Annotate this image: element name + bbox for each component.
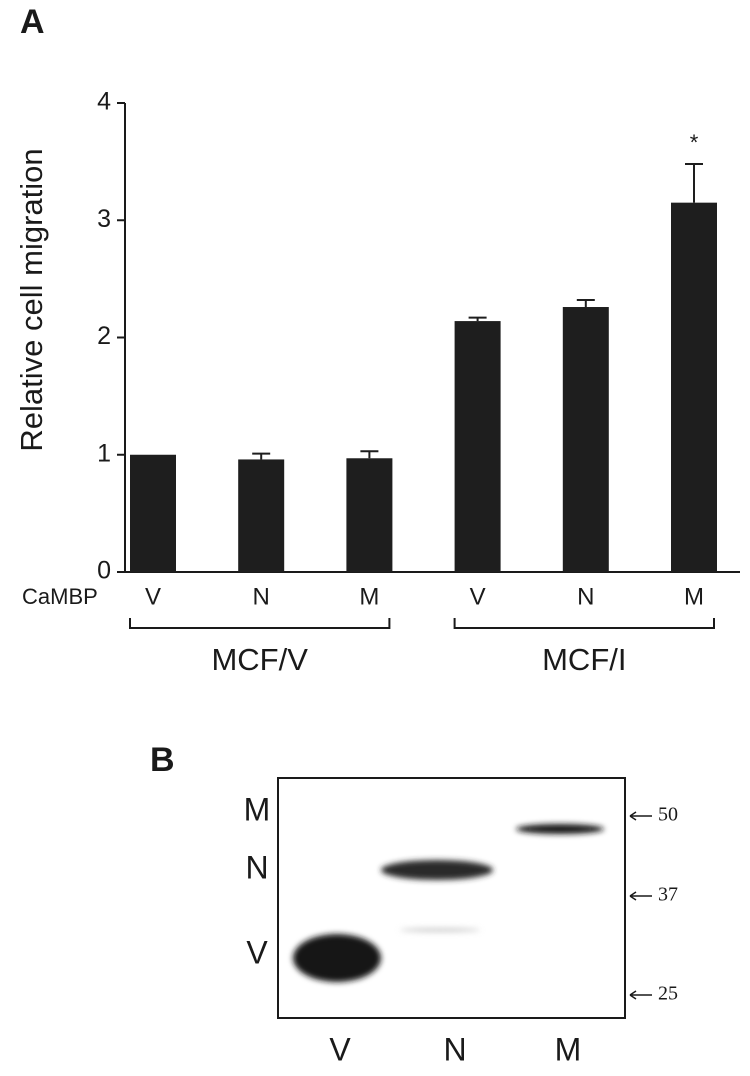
y-tick-label: 4 — [97, 88, 111, 116]
x-tick-label: M — [684, 583, 704, 610]
error-bar — [360, 450, 379, 459]
marker-arrow — [629, 811, 652, 821]
bar — [238, 459, 285, 572]
blot-frame — [277, 777, 626, 1019]
lane-label: V — [329, 1031, 351, 1067]
bar — [346, 458, 393, 572]
bar — [130, 454, 176, 572]
error-bar — [252, 452, 271, 460]
x-tick-label: V — [470, 583, 486, 610]
blot-bands — [293, 824, 604, 982]
group-bracket — [453, 618, 715, 629]
band-label: N — [245, 849, 268, 885]
panel-label: B — [150, 741, 175, 779]
bar — [671, 202, 717, 572]
category-axis-label: CaMBP — [22, 584, 98, 609]
y-axis-label: Relative cell migration — [14, 148, 49, 451]
marker-label: 50 — [658, 804, 678, 826]
error-bar — [685, 162, 703, 203]
marker-label: 37 — [658, 884, 678, 906]
y-tick-label: 3 — [97, 205, 111, 233]
error-bar — [468, 316, 487, 322]
y-tick-label: 1 — [97, 439, 111, 467]
band-label: M — [244, 791, 271, 827]
x-tick-label: N — [253, 583, 270, 610]
band — [400, 928, 480, 932]
band — [381, 860, 493, 880]
x-tick-label: M — [359, 583, 379, 610]
lane-label: N — [443, 1031, 466, 1067]
marker-label: 25 — [658, 983, 678, 1005]
annotation: * — [690, 130, 699, 155]
panel-label: A — [20, 3, 45, 41]
band-label: V — [246, 934, 268, 970]
bar-chart: 0 1 2 3 4 V N M V N M * MCF/V MCF/I — [97, 88, 740, 677]
error-bar — [576, 298, 595, 308]
bar — [454, 321, 501, 572]
group-label: MCF/I — [542, 642, 626, 677]
y-tick-label: 2 — [97, 322, 111, 350]
y-tick-label: 0 — [97, 557, 111, 585]
band — [516, 824, 604, 834]
group-label: MCF/V — [211, 642, 308, 677]
group-bracket — [129, 618, 391, 629]
band — [293, 934, 381, 982]
x-tick-label: N — [577, 583, 594, 610]
bar — [562, 307, 609, 572]
lane-label: M — [555, 1031, 582, 1067]
x-tick-label: V — [145, 583, 161, 610]
marker-arrow — [629, 891, 652, 901]
marker-arrow — [629, 990, 652, 1000]
